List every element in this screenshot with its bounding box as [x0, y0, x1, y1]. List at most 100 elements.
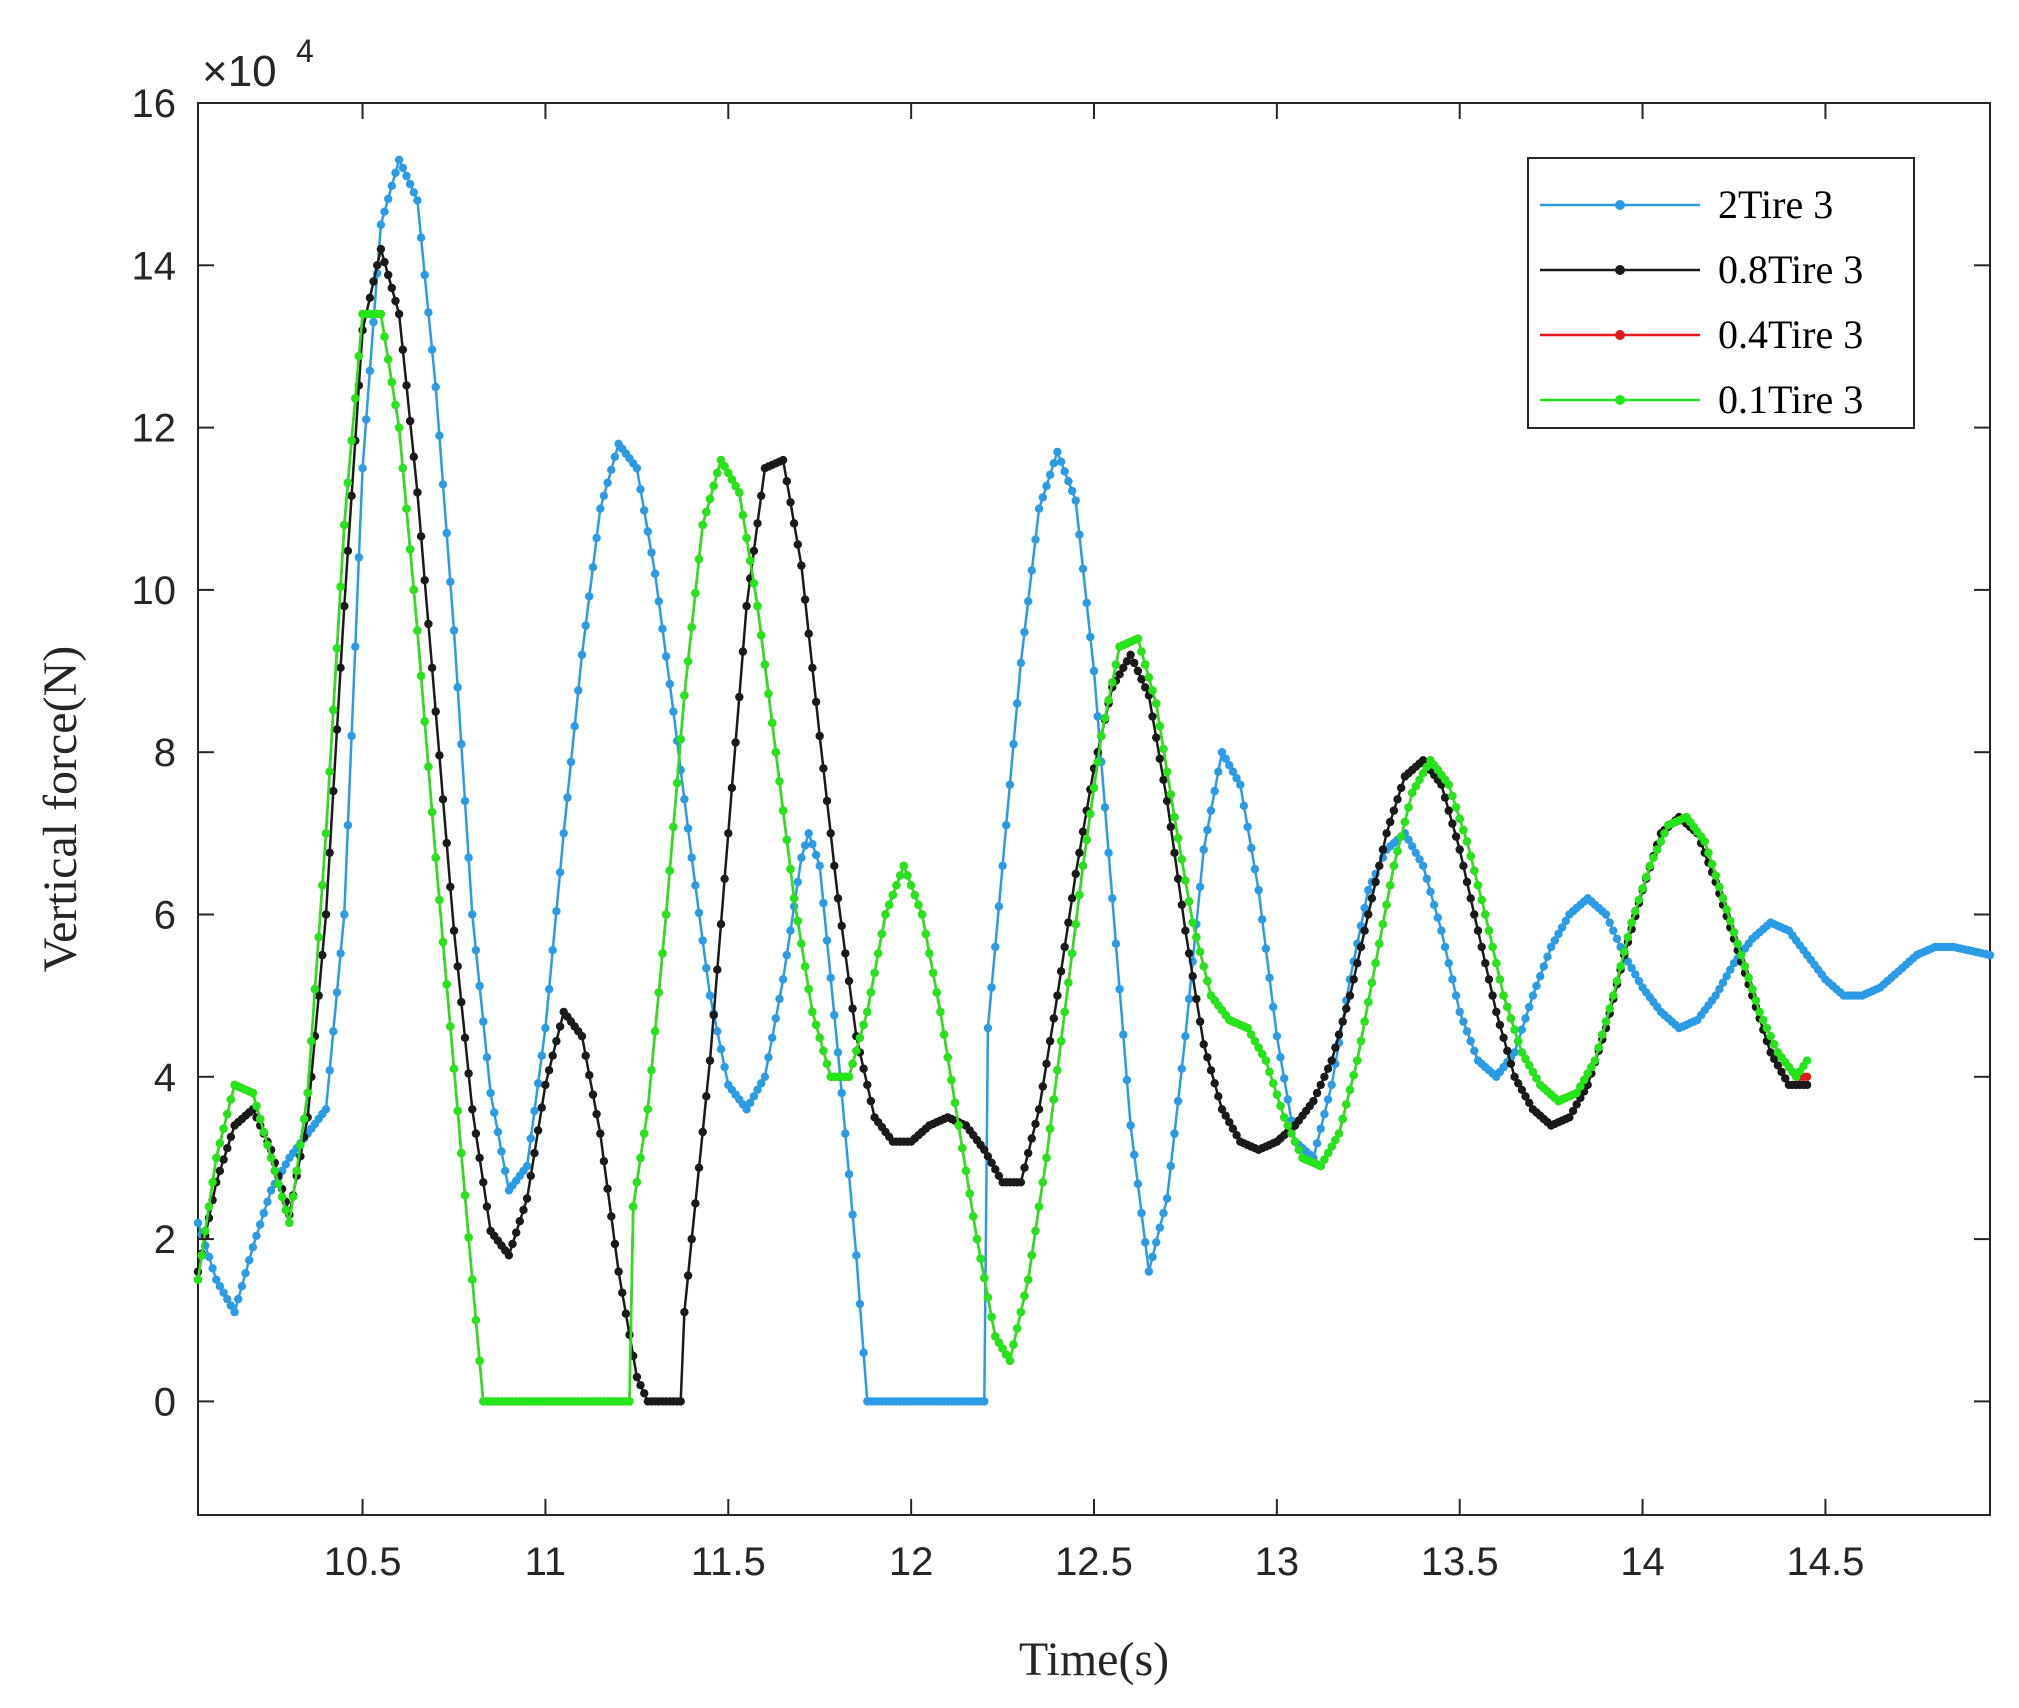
- data-point: [746, 1098, 755, 1108]
- data-point: [1232, 1131, 1241, 1140]
- data-point: [1184, 949, 1194, 958]
- data-point: [797, 939, 806, 948]
- data-point: [1528, 1067, 1538, 1077]
- data-point: [852, 1046, 861, 1056]
- data-point: [226, 1095, 236, 1104]
- data-point: [987, 1312, 996, 1322]
- data-point: [1627, 963, 1636, 973]
- data-point: [1199, 845, 1208, 854]
- data-point: [1060, 1007, 1069, 1017]
- data-point: [599, 491, 609, 500]
- y-tick-label: 14: [132, 244, 177, 288]
- data-point: [1323, 1095, 1333, 1104]
- data-point: [431, 382, 440, 392]
- data-point: [1276, 1101, 1285, 1111]
- data-point: [1331, 1135, 1340, 1145]
- data-point: [1247, 1030, 1256, 1039]
- data-point: [1148, 1252, 1157, 1262]
- data-point: [1236, 780, 1245, 789]
- data-point: [329, 1027, 338, 1036]
- data-point: [716, 455, 726, 465]
- data-point: [435, 751, 444, 760]
- data-point: [402, 171, 411, 181]
- data-point: [1985, 950, 1995, 960]
- data-point: [1247, 843, 1256, 853]
- data-point: [343, 478, 353, 487]
- data-point: [1653, 845, 1662, 854]
- data-point: [1049, 459, 1059, 468]
- data-point: [1020, 1163, 1029, 1172]
- data-point: [1356, 1036, 1366, 1046]
- data-point: [1499, 1033, 1508, 1043]
- data-point: [742, 601, 751, 611]
- data-point: [1108, 894, 1117, 903]
- data-point: [815, 731, 824, 741]
- data-point: [460, 1191, 470, 1200]
- data-point: [972, 1234, 982, 1244]
- data-point: [1173, 874, 1183, 883]
- data-point: [1217, 748, 1227, 757]
- data-point: [1755, 1007, 1764, 1017]
- data-point: [453, 962, 462, 971]
- data-point: [1722, 905, 1731, 914]
- data-point: [1133, 666, 1143, 676]
- data-point: [464, 1233, 473, 1242]
- data-point: [1521, 1014, 1530, 1023]
- data-point: [815, 861, 824, 870]
- data-point: [793, 540, 802, 549]
- data-point: [1353, 1056, 1362, 1065]
- x-tick-label: 12.5: [1055, 1540, 1133, 1584]
- x-tick-label: 11.5: [691, 1540, 766, 1584]
- data-point: [1272, 1032, 1282, 1041]
- data-point: [672, 778, 682, 788]
- data-point: [914, 900, 923, 909]
- data-point: [1100, 803, 1110, 812]
- data-point: [1195, 1017, 1205, 1026]
- data-point: [980, 1397, 989, 1406]
- data-point: [1122, 1075, 1132, 1085]
- data-point: [555, 1022, 565, 1031]
- y-tick-label: 10: [132, 569, 177, 613]
- data-point: [1444, 780, 1453, 789]
- data-point: [354, 352, 364, 361]
- data-point: [1067, 949, 1077, 958]
- data-point: [859, 1348, 868, 1357]
- data-point: [215, 1139, 225, 1148]
- data-point: [632, 464, 642, 473]
- data-point: [1181, 876, 1190, 885]
- data-point: [1192, 933, 1201, 942]
- data-point: [1181, 926, 1190, 935]
- data-point: [687, 1234, 696, 1244]
- data-point: [625, 1397, 634, 1406]
- data-point: [1034, 504, 1044, 513]
- data-point: [1802, 1072, 1812, 1082]
- data-point: [932, 988, 941, 997]
- data-point: [910, 890, 919, 900]
- data-point: [1049, 1014, 1059, 1023]
- data-point: [237, 1282, 247, 1291]
- data-point: [1382, 900, 1391, 909]
- data-point: [991, 1332, 1000, 1341]
- data-point: [1437, 926, 1446, 935]
- data-point: [1225, 1118, 1234, 1127]
- data-point: [1802, 1056, 1812, 1065]
- data-point: [1045, 1036, 1055, 1046]
- data-point: [1462, 877, 1472, 887]
- data-point: [694, 908, 704, 918]
- data-point: [303, 1088, 312, 1098]
- data-point: [475, 1356, 484, 1366]
- data-point: [764, 689, 773, 698]
- data-point: [1415, 775, 1424, 784]
- data-point: [716, 1045, 726, 1054]
- data-point: [1601, 1017, 1611, 1026]
- data-point: [402, 504, 411, 513]
- data-point: [833, 894, 843, 903]
- data-point: [566, 757, 576, 767]
- data-point: [1020, 627, 1029, 637]
- data-point: [844, 1170, 854, 1179]
- data-point: [830, 1010, 839, 1020]
- data-point: [1510, 1048, 1519, 1057]
- data-point: [1525, 1002, 1534, 1012]
- data-point: [1166, 822, 1176, 832]
- y-axis-title: Vertical force(N): [34, 646, 87, 972]
